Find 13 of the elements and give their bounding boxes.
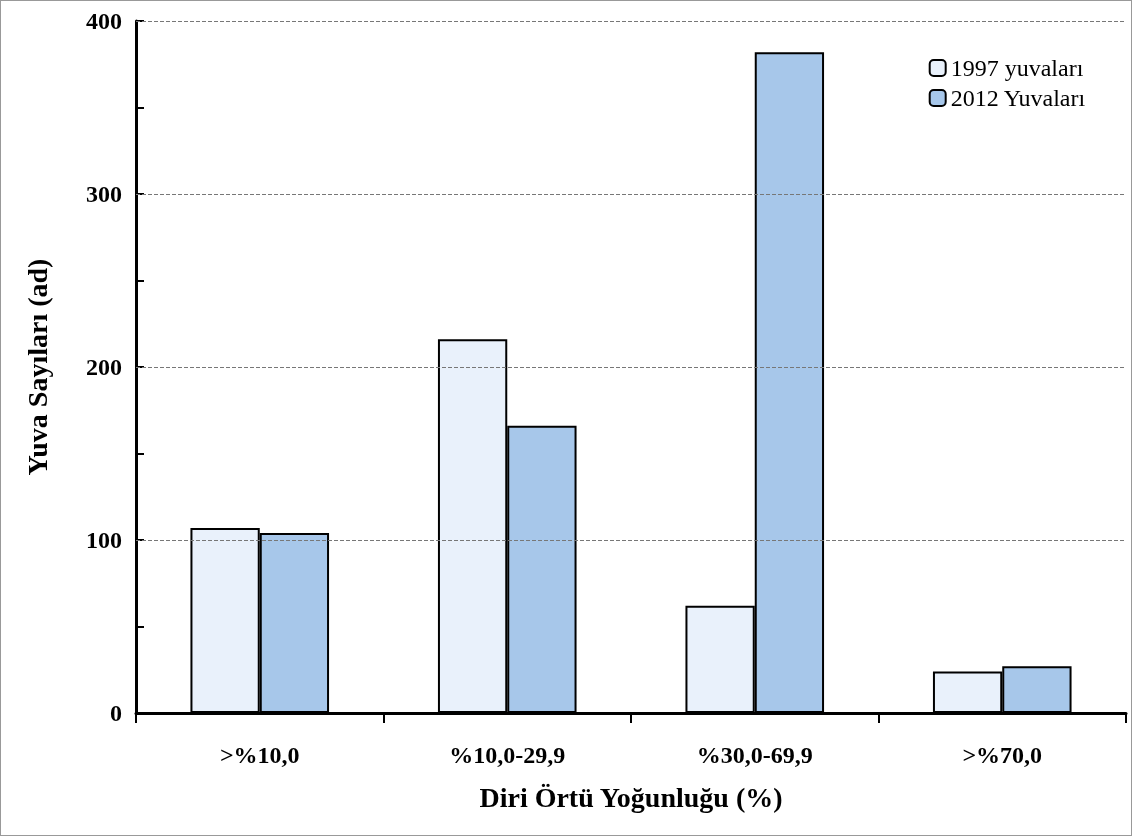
y-tick-label: 100 (86, 527, 122, 553)
y-tick-label: 300 (86, 181, 122, 207)
y-tick-label: 400 (86, 8, 122, 34)
y-axis-title: Yuva Sayıları (ad) (21, 258, 53, 476)
x-tick-label: >%70,0 (962, 742, 1043, 768)
legend-label: 2012 Yuvaları (950, 85, 1086, 111)
y-tick-label: 0 (110, 700, 122, 726)
x-axis-title: Diri Örtü Yoğunluğu (%) (479, 781, 783, 813)
x-tick-label: >%10,0 (219, 742, 300, 768)
x-tick-label: %10,0-29,9 (449, 742, 566, 768)
x-tick-label: %30,0-69,9 (696, 742, 813, 768)
legend-label: 1997 yuvaları (950, 55, 1084, 81)
y-tick-label: 200 (86, 354, 122, 380)
